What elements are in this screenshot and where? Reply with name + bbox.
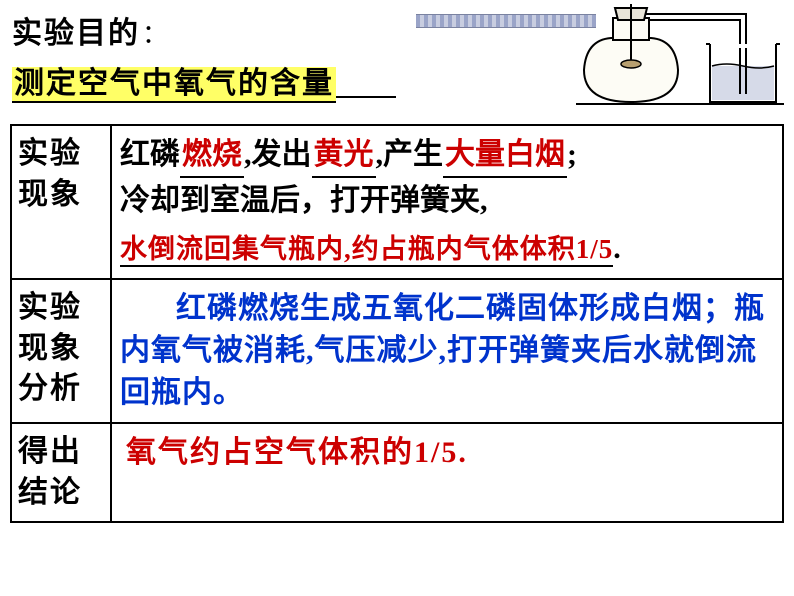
- apparatus-diagram: [416, 0, 786, 120]
- label-text: 实验: [18, 288, 104, 329]
- label-text: 结论: [18, 473, 104, 514]
- label-text: 得出: [18, 432, 104, 473]
- fill-blank: 大量白烟: [443, 134, 567, 178]
- row-label-analysis: 实验 现象 分析: [12, 280, 112, 422]
- experiment-table: 实验 现象 红磷燃烧,发出黄光,产生大量白烟; 冷却到室温后，打开弹簧夹, 水倒…: [10, 124, 784, 523]
- fill-blank-long: 水倒流回集气瓶内,约占瓶内气体体积1/5: [120, 234, 613, 267]
- row-content-conclusion: 氧气约占空气体积的1/5.: [112, 424, 782, 521]
- text: ,发出: [244, 138, 312, 171]
- text: ,产生: [376, 138, 444, 171]
- phenomenon-line3-wrap: 水倒流回集气瓶内,约占瓶内气体体积1/5.: [120, 228, 774, 270]
- label-text: 分析: [18, 369, 104, 410]
- row-label-phenomenon: 实验 现象: [12, 126, 112, 278]
- period: .: [613, 232, 621, 265]
- label-text: 实验: [18, 134, 104, 175]
- table-row-conclusion: 得出 结论 氧气约占空气体积的1/5.: [12, 424, 782, 521]
- blank-underline: [336, 96, 396, 98]
- fill-blank: 黄光: [312, 134, 376, 178]
- phenomenon-line1: 红磷燃烧,发出黄光,产生大量白烟;: [120, 134, 774, 178]
- text: 红磷: [120, 138, 180, 171]
- row-label-conclusion: 得出 结论: [12, 424, 112, 521]
- label-text: 现象: [18, 329, 104, 370]
- phenomenon-line2: 冷却到室温后，打开弹簧夹,: [120, 180, 774, 222]
- purpose-colon: ：: [142, 20, 168, 49]
- label-text: 现象: [18, 175, 104, 216]
- purpose-highlight: 测定空气中氧气的含量: [12, 58, 396, 102]
- table-row-analysis: 实验 现象 分析 红磷燃烧生成五氧化二磷固体形成白烟；瓶内氧气被消耗,气压减少,…: [12, 280, 782, 424]
- fill-blank: 燃烧: [180, 134, 244, 178]
- striped-bar: [416, 14, 596, 28]
- row-content-phenomenon: 红磷燃烧,发出黄光,产生大量白烟; 冷却到室温后，打开弹簧夹, 水倒流回集气瓶内…: [112, 126, 782, 278]
- purpose-label: 实验目的: [12, 17, 140, 50]
- row-content-analysis: 红磷燃烧生成五氧化二磷固体形成白烟；瓶内氧气被消耗,气压减少,打开弹簧夹后水就倒…: [112, 280, 782, 422]
- analysis-text: 红磷燃烧生成五氧化二磷固体形成白烟；瓶内氧气被消耗,气压减少,打开弹簧夹后水就倒…: [120, 292, 765, 409]
- purpose-text: 测定空气中氧气的含量: [12, 67, 336, 103]
- header-area: 实验目的： 测定空气中氧气的含量: [0, 0, 794, 106]
- text: ;: [567, 138, 577, 171]
- table-row-phenomenon: 实验 现象 红磷燃烧,发出黄光,产生大量白烟; 冷却到室温后，打开弹簧夹, 水倒…: [12, 126, 782, 280]
